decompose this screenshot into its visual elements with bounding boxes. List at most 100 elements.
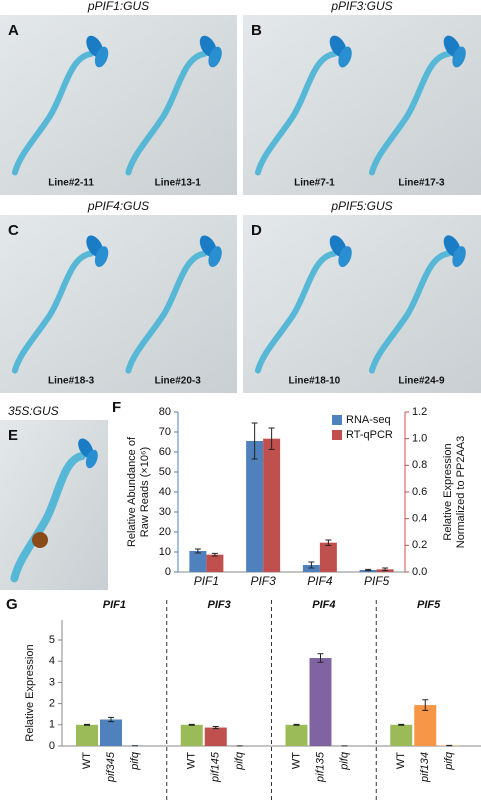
line-label: Line#18-3: [48, 376, 95, 387]
legend-label: RT-qPCR: [346, 429, 393, 441]
hypocotyl: [368, 51, 452, 176]
y-axis-label: Raw Reads (×10⁶): [139, 447, 151, 537]
panel-letter: G: [6, 596, 18, 613]
hypocotyl: [125, 51, 208, 176]
hypocotyl: [254, 51, 338, 176]
y-tick-label: 60: [159, 446, 171, 458]
group-title: PIF5: [417, 599, 441, 611]
y2-axis-label: Relative Expression: [442, 443, 454, 540]
cotyledon: [85, 449, 98, 469]
panel-letter: D: [251, 222, 262, 239]
y-tick-label: 20: [159, 526, 171, 538]
photo: [0, 15, 237, 195]
panel-letter: F: [112, 399, 121, 416]
x-tick-label: PIF4: [307, 574, 333, 588]
x-tick-label: PIF3: [250, 574, 276, 588]
y-tick-label: 10: [159, 546, 171, 558]
y-axis-label: Relative Expression: [24, 644, 36, 741]
bar: [263, 438, 281, 572]
y2-tick-label: 0.4: [412, 513, 427, 525]
photo: [0, 215, 237, 393]
y2-tick-label: 0.6: [412, 486, 427, 498]
x-tick-label: PIF1: [194, 574, 219, 588]
x-tick-label: WT: [81, 752, 93, 769]
y2-tick-label: 0.0: [412, 566, 427, 578]
hypocotyl: [11, 51, 94, 176]
panel-letter: E: [8, 427, 18, 444]
hypocotyl: [125, 250, 208, 374]
y2-tick-label: 0.2: [412, 539, 427, 551]
bar: [100, 719, 122, 746]
y2-tick-label: 0.8: [412, 459, 427, 471]
x-tick-label: WT: [290, 752, 302, 769]
cotyledon: [452, 46, 466, 68]
x-tick-label: pif135: [314, 751, 326, 783]
cotyledon: [208, 246, 222, 267]
cotyledon: [94, 46, 109, 68]
error-bar: [268, 427, 275, 450]
seed: [32, 532, 48, 548]
line-label: Line#2-11: [48, 178, 94, 189]
panel-letter: B: [251, 22, 262, 39]
x-tick-label: pifq: [129, 751, 141, 771]
panel-title: pPIF5:GUS: [330, 199, 392, 213]
y-tick-label: 1: [49, 719, 55, 731]
y-tick-label: 50: [159, 466, 171, 478]
y-tick-label: 2: [49, 698, 55, 710]
y-tick-label: 4: [49, 655, 55, 667]
y-axis-label: Relative Abundance of: [126, 436, 138, 547]
error-bar: [211, 552, 218, 557]
bar: [309, 658, 332, 746]
cotyledon: [338, 46, 352, 68]
y-tick-label: 40: [159, 486, 171, 498]
error-bar: [422, 699, 429, 711]
error-bar: [293, 723, 300, 726]
error-bar: [108, 716, 114, 723]
y-tick-label: 70: [159, 426, 171, 438]
bar: [319, 542, 337, 572]
photo: [243, 215, 481, 393]
x-tick-label: pif345: [105, 751, 117, 783]
panel-letter: A: [8, 22, 19, 39]
bar: [204, 727, 227, 746]
bar: [189, 551, 207, 572]
y-tick-label: 0: [165, 566, 171, 578]
cotyledon: [338, 246, 352, 268]
y-tick-label: 5: [49, 634, 55, 646]
x-tick-label: pif134: [419, 752, 431, 783]
error-bar: [317, 653, 324, 663]
line-label: Line#17-3: [398, 178, 445, 189]
cotyledon: [208, 46, 222, 68]
line-label: Line#18-10: [289, 376, 341, 387]
y-tick-label: 30: [159, 506, 171, 518]
line-label: Line#24-9: [398, 376, 445, 387]
error-bar: [194, 548, 201, 554]
bar: [206, 554, 224, 572]
x-tick-label: PIF5: [364, 574, 390, 588]
error-bar: [251, 422, 258, 460]
bar: [76, 724, 98, 746]
bar: [246, 441, 264, 572]
panel-title: pPIF1:GUS: [87, 0, 149, 13]
x-tick-label: pifq: [443, 751, 455, 771]
photo: [243, 15, 481, 195]
x-tick-label: pifq: [338, 751, 350, 771]
bar: [414, 705, 437, 746]
error-bar: [365, 568, 372, 572]
error-bar: [325, 539, 332, 546]
panel-title: 35S:GUS: [8, 404, 59, 418]
error-bar: [398, 723, 405, 726]
error-bar: [188, 723, 195, 726]
error-bar: [212, 725, 219, 730]
bar: [180, 724, 203, 746]
group-title: PIF3: [208, 599, 231, 611]
bar: [285, 724, 308, 746]
x-tick-label: WT: [395, 752, 407, 769]
hypocotyl: [368, 250, 452, 374]
line-label: Line#13-1: [155, 178, 202, 189]
group-title: PIF4: [312, 599, 335, 611]
y2-tick-label: 1.0: [412, 433, 427, 445]
cotyledon: [452, 246, 466, 268]
cotyledon: [94, 246, 109, 267]
x-tick-label: pifq: [234, 751, 246, 771]
